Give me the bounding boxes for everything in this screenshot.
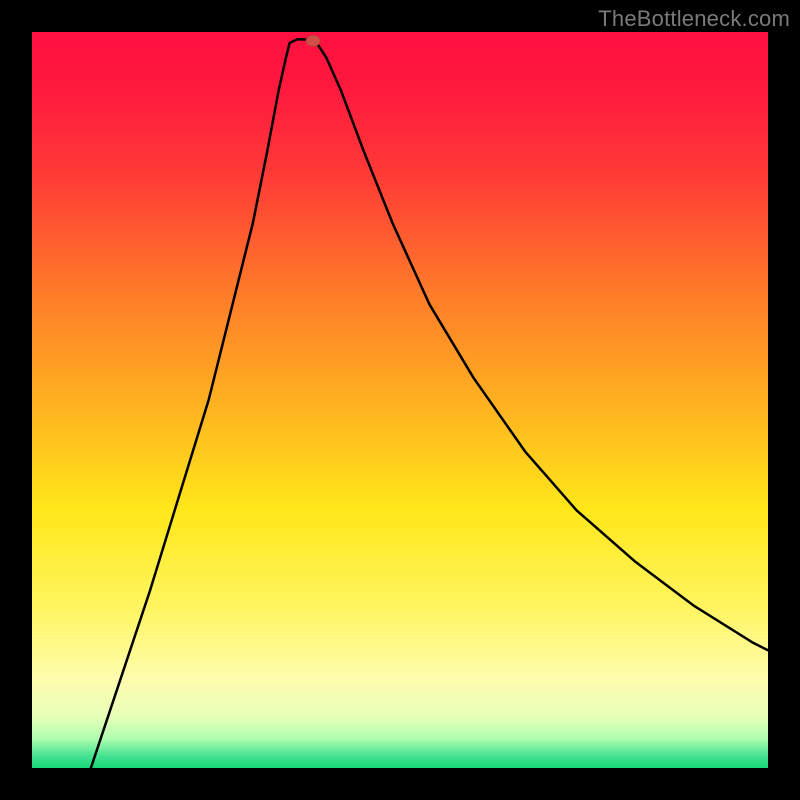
plot-area (32, 32, 768, 768)
gradient-background (32, 32, 768, 768)
chart-container: TheBottleneck.com (0, 0, 800, 800)
watermark-text: TheBottleneck.com (598, 6, 790, 32)
